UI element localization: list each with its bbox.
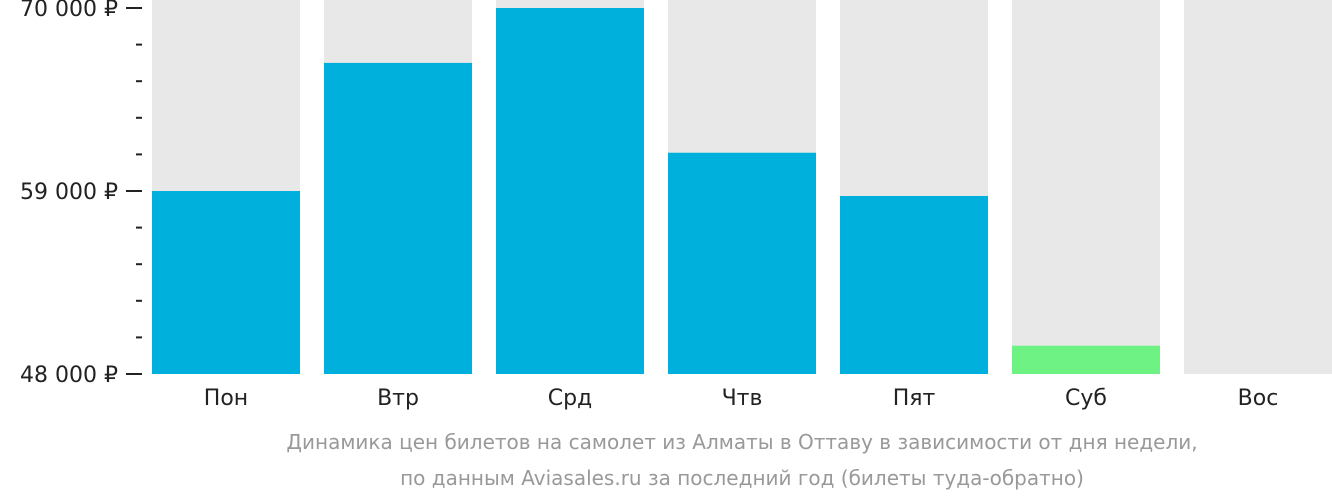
chart-caption-line2: по данным Aviasales.ru за последний год …	[400, 466, 1084, 490]
x-tick-label: Вос	[1238, 386, 1279, 411]
bar-3	[496, 8, 644, 374]
bar-2	[324, 62, 472, 375]
x-tick-label: Втр	[377, 386, 419, 411]
chart-caption-line1: Динамика цен билетов на самолет из Алмат…	[286, 430, 1198, 454]
bar-4	[668, 152, 816, 374]
x-tick-label: Чтв	[722, 386, 763, 411]
x-tick-label: Срд	[548, 386, 593, 411]
bar-6	[1012, 345, 1160, 374]
bar-track	[1184, 0, 1332, 374]
price-by-weekday-chart: Пон Втр Срд Чтв Пят Суб Вос 70 000 ₽ 59 000 ₽ 48 …	[20, 0, 1332, 411]
bar-5	[840, 195, 988, 374]
bar-1	[152, 191, 300, 374]
y-tick-label: 70 000 ₽	[20, 0, 118, 22]
x-tick-label: Пон	[204, 386, 248, 411]
y-tick-label: 48 000 ₽	[20, 363, 118, 388]
x-tick-label: Пят	[893, 386, 936, 411]
bar-track	[1012, 0, 1160, 374]
y-tick-label: 59 000 ₽	[20, 180, 118, 205]
x-tick-label: Суб	[1065, 386, 1107, 411]
